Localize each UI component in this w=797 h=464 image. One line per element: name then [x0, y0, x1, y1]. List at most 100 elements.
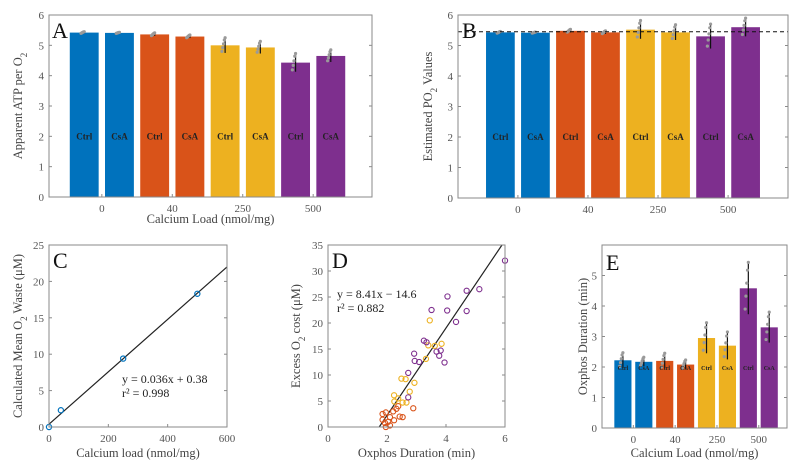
data-dot — [258, 39, 262, 43]
panel-a: Ctrl CsA Ctrl CsA Ctrl CsA Ctrl CsA 0 40 250 500 0 1 2… — [11, 10, 373, 226]
data-dot — [188, 33, 192, 37]
x-axis-label: Calcium Load (nmol/mg) — [147, 212, 275, 226]
y-tick-label: 1 — [39, 162, 45, 174]
y-tick-label: 0 — [39, 422, 45, 434]
data-point — [405, 369, 412, 377]
data-dot — [293, 54, 297, 58]
bar — [140, 34, 170, 198]
bar-label: Ctrl — [703, 132, 719, 142]
data-point — [476, 286, 483, 293]
y-axis-label-text: Apparent ATP per O — [11, 57, 25, 159]
panel-letter: E — [606, 250, 619, 275]
fit-line — [378, 244, 503, 428]
y-axis-label-text: Calculated Mean O — [11, 321, 25, 418]
x-tick-label: 400 — [159, 433, 176, 445]
data-dot — [744, 16, 748, 20]
x-tick-label: 0 — [325, 433, 331, 445]
data-dot — [637, 26, 641, 30]
data-point — [463, 307, 470, 315]
bar-label: Ctrl — [659, 366, 670, 372]
data-point — [399, 399, 406, 406]
x-tick-label: 250 — [650, 204, 667, 216]
y-tick-label: 30 — [312, 266, 324, 278]
y-axis-label: Apparent ATP per O2 — [11, 53, 29, 159]
bar — [697, 338, 716, 428]
data-point — [441, 359, 448, 366]
data-point — [194, 290, 201, 297]
x-tick-label: 0 — [46, 433, 52, 445]
data-dot — [223, 36, 227, 40]
data-point — [416, 358, 423, 366]
y-axis-label-text-after: cost (μM) — [289, 284, 303, 337]
x-tick-label: 40 — [582, 204, 594, 216]
data-dot — [257, 44, 261, 48]
data-point — [428, 306, 435, 314]
panel-letter: C — [53, 248, 68, 273]
y-axis-label-text-after: Values — [421, 51, 435, 87]
data-dot — [704, 321, 709, 325]
data-point — [382, 409, 389, 416]
x-tick-label: 600 — [219, 433, 236, 445]
data-dot — [725, 334, 729, 338]
axes-box — [48, 244, 228, 428]
fit-equation: y = 8.41x − 14.6 — [337, 287, 417, 301]
data-dot — [619, 357, 623, 361]
y-tick-label: 5 — [39, 40, 45, 52]
data-dot — [153, 31, 157, 35]
data-point — [405, 394, 412, 401]
bar-label: CsA — [252, 131, 269, 141]
data-point — [463, 287, 470, 294]
bar — [69, 32, 99, 197]
bar — [105, 32, 134, 197]
bar-label: CsA — [323, 131, 340, 141]
axes-box — [327, 244, 506, 428]
data-dot — [635, 35, 639, 39]
data-dot — [638, 18, 643, 23]
data-dot — [725, 330, 730, 334]
y-tick-label: 25 — [33, 240, 45, 252]
data-point — [411, 357, 418, 365]
y-axis-label-subscript: 2 — [429, 88, 439, 93]
y-tick-label: 5 — [592, 271, 598, 283]
bar — [591, 32, 620, 199]
data-point — [436, 352, 443, 359]
y-tick-label: 4 — [448, 71, 454, 83]
bar-label: Ctrl — [701, 366, 712, 372]
y-tick-label: 6 — [39, 10, 45, 22]
y-tick-label: 10 — [312, 370, 324, 382]
y-tick-label: 20 — [33, 276, 45, 288]
bar — [661, 32, 690, 199]
bar — [696, 36, 725, 198]
panel-e: Ctrl CsA Ctrl CsA Ctrl CsA Ctrl CsA 0 40 250 500 0 1 2… — [576, 244, 788, 460]
y-axis-label: Calculated Mean O2 Waste (μM) — [11, 254, 29, 418]
bar-label: CsA — [667, 132, 684, 142]
data-point — [395, 403, 402, 410]
data-point — [119, 355, 127, 362]
data-dot — [764, 337, 768, 342]
data-point — [399, 413, 406, 421]
data-dot — [82, 30, 86, 34]
x-tick-label: 0 — [631, 434, 637, 446]
data-dot — [636, 30, 640, 34]
data-dot — [670, 36, 674, 41]
data-dot — [766, 315, 771, 319]
bar-label: Ctrl — [217, 131, 233, 141]
data-dot — [672, 29, 676, 33]
bar — [521, 32, 550, 198]
data-point — [395, 395, 402, 402]
bar — [245, 47, 275, 197]
data-point — [422, 355, 430, 363]
data-dot — [740, 32, 745, 37]
data-dot — [722, 355, 726, 359]
data-dot — [292, 59, 296, 63]
data-dot — [704, 325, 708, 329]
y-tick-label: 3 — [39, 101, 45, 113]
y-tick-label: 1 — [592, 393, 598, 405]
panel-b: Ctrl CsA Ctrl CsA Ctrl CsA Ctrl CsA 0 40 250 500 0 1 2… — [421, 10, 789, 216]
data-dot — [117, 30, 122, 34]
fit-equation: y = 0.036x + 0.38 — [122, 372, 208, 386]
fit-equation: r² = 0.998 — [122, 386, 169, 400]
data-dot — [618, 360, 623, 365]
data-dot — [618, 364, 622, 368]
data-point — [396, 413, 403, 420]
